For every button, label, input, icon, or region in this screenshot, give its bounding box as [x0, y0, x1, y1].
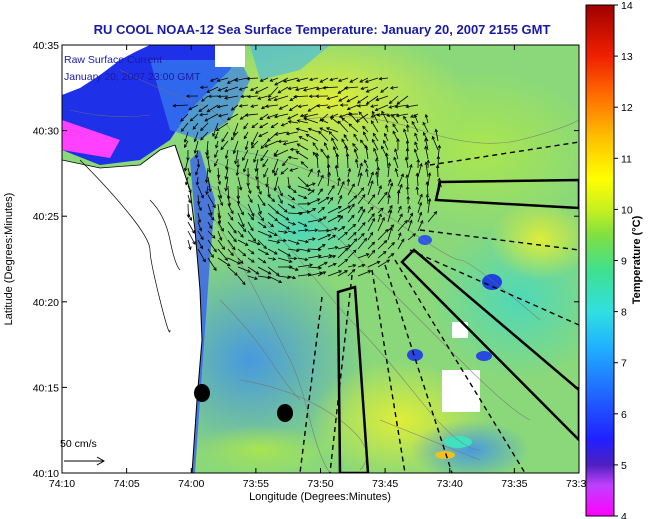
river-outline	[79, 159, 171, 333]
scale-arrow	[64, 456, 106, 466]
coldest-water	[62, 120, 120, 158]
warm-patch	[490, 200, 579, 280]
y-tick-label: 40:35	[33, 40, 59, 52]
river-outline	[149, 199, 181, 271]
x-tick-label: 73:50	[307, 478, 333, 490]
colorbar	[585, 4, 615, 517]
x-tick-label: 74:10	[49, 478, 75, 490]
colorbar-tick-label: 14	[621, 0, 633, 12]
no-data-patch	[442, 370, 480, 412]
cold-eddy	[482, 274, 502, 290]
cool-water	[250, 45, 330, 80]
colorbar-tick-label: 8	[621, 307, 627, 319]
y-tick-label: 40:20	[33, 297, 59, 309]
x-axis-label: Longitude (Degrees:Minutes)	[249, 491, 391, 503]
bathymetry-contours	[69, 69, 579, 473]
x-tick-label: 74:00	[178, 478, 204, 490]
x-tick-label: 74:05	[113, 478, 139, 490]
colorbar-tick-label: 12	[621, 102, 633, 114]
coastline	[62, 144, 176, 169]
land	[62, 145, 202, 473]
cold-eddy	[407, 349, 423, 361]
x-tick-label: 73:45	[372, 478, 398, 490]
colorbar-tick-label: 10	[621, 204, 633, 216]
y-axis-label: Latitude (Degrees:Minutes)	[3, 193, 15, 326]
channel-dashed-lines	[299, 141, 579, 473]
colorbar-tick-label: 6	[621, 409, 627, 421]
cold-eddy	[476, 351, 492, 361]
colorbar-ticks: 4 5 6 7 8 9 10 11 12 13 14	[614, 0, 633, 519]
map-title: RU COOL NOAA-12 Sea Surface Temperature:…	[94, 22, 551, 37]
map-area	[62, 45, 579, 473]
no-data-patch	[215, 45, 245, 67]
land	[62, 45, 150, 95]
colorbar-tick-label: 4	[621, 511, 627, 519]
x-tick-label: 73:35	[501, 478, 527, 490]
scale-label: 50 cm/s	[60, 438, 97, 450]
y-tick-label: 40:15	[33, 382, 59, 394]
x-tick-label: 73:40	[437, 478, 463, 490]
cool-patch	[220, 180, 380, 280]
cold-eddy	[418, 235, 432, 245]
legend-line-1: Raw Surface Current	[64, 54, 162, 66]
channel-zones	[336, 178, 579, 473]
current-vectors	[172, 76, 442, 286]
warm-eddy	[435, 451, 455, 459]
colorbar-tick-label: 11	[621, 153, 632, 165]
colorbar-tick-label: 5	[621, 460, 627, 472]
x-tick-label: 73:55	[243, 478, 269, 490]
colorbar-tick-label: 9	[621, 256, 627, 268]
x-tick-marks	[61, 45, 580, 473]
y-tick-label: 40:30	[33, 126, 59, 138]
y-tick-labels: 40:35 40:30 40:25 40:20 40:15 40:10	[33, 40, 59, 480]
y-tick-label: 40:25	[33, 211, 59, 223]
y-tick-label: 40:10	[33, 468, 59, 480]
colorbar-tick-label: 13	[621, 51, 633, 63]
y-tick-marks	[62, 44, 579, 474]
warm-patch	[190, 425, 330, 473]
cool-water	[150, 60, 250, 140]
warm-patch	[360, 70, 579, 230]
colorbar-tick-label: 7	[621, 358, 627, 370]
legend-line-2: January 20, 2007 23:00 GMT	[64, 71, 201, 83]
colorbar-label: Temperature (°C)	[631, 215, 643, 304]
cool-patch	[410, 420, 530, 473]
buoy-marker	[194, 384, 210, 402]
buoy-marker	[277, 404, 293, 422]
x-tick-labels: 74:10 74:05 74:00 73:55 73:50 73:45 73:40 73:35…	[49, 478, 592, 490]
